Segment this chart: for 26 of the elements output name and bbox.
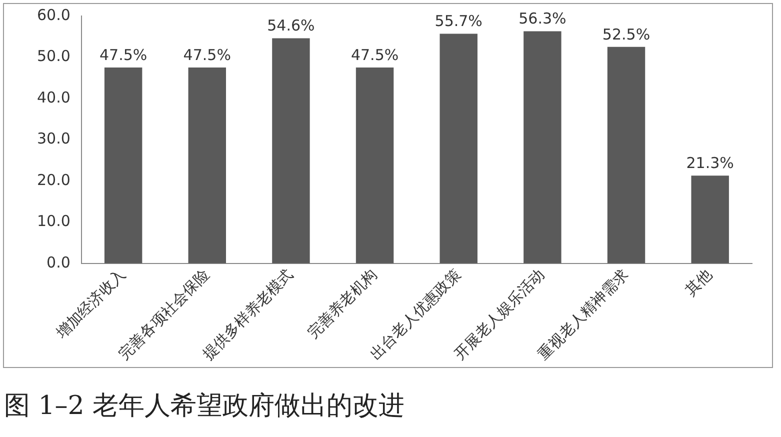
y-tick-label: 60.0 bbox=[36, 6, 70, 24]
bar bbox=[272, 38, 310, 264]
data-label: 47.5% bbox=[99, 46, 148, 64]
y-tick-label: 0.0 bbox=[46, 253, 70, 272]
text: 图 1–2 老年人希望政府做出的改进 bbox=[4, 390, 405, 423]
bar bbox=[607, 46, 646, 264]
x-tick-label: 完善养老机构 bbox=[304, 266, 380, 342]
data-label: 56.3% bbox=[518, 10, 566, 28]
data-label: 54.6% bbox=[267, 16, 315, 35]
data-label: 52.5% bbox=[602, 25, 650, 44]
bar bbox=[691, 176, 729, 264]
x-tick-label: 其他 bbox=[682, 266, 716, 300]
data-label: 21.3% bbox=[686, 154, 734, 172]
data-label: 47.5% bbox=[350, 46, 399, 64]
y-tick-label: 10.0 bbox=[36, 212, 70, 230]
data-label: 47.5% bbox=[183, 46, 231, 64]
y-tick-label: 20.0 bbox=[36, 170, 70, 189]
bar bbox=[104, 68, 142, 264]
bar bbox=[356, 68, 394, 264]
y-tick-label: 30.0 bbox=[36, 130, 70, 148]
bar bbox=[188, 68, 226, 264]
data-label: 55.7% bbox=[434, 12, 482, 30]
y-tick-label: 50.0 bbox=[36, 47, 70, 66]
bar bbox=[524, 31, 562, 264]
bar bbox=[440, 34, 478, 264]
y-tick-label: 40.0 bbox=[36, 88, 70, 106]
